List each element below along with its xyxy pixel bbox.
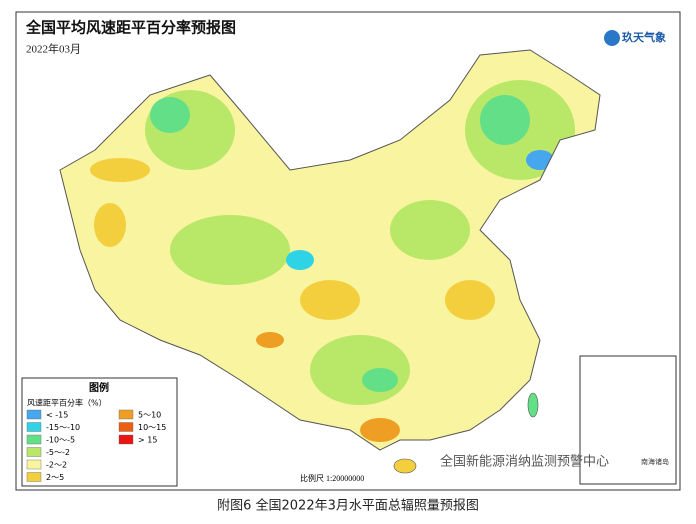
legend-label: -2～2 xyxy=(46,461,67,470)
legend-swatch xyxy=(26,422,42,432)
inset-frame xyxy=(579,355,677,485)
watermark: 全国新能源消纳监测预警中心 xyxy=(440,454,609,470)
country-border xyxy=(59,49,601,451)
figure-caption: 附图6 全国2022年3月水平面总辐照量预报图 xyxy=(217,498,479,514)
legend-subtitle: 风速距平百分率（%） xyxy=(27,398,107,408)
legend-label: 5～10 xyxy=(138,411,161,420)
map-title: 全国平均风速距平百分率预报图 xyxy=(25,19,236,37)
legend-label: < -15 xyxy=(46,411,68,420)
legend-label: -5～-2 xyxy=(46,448,70,457)
logo-icon xyxy=(604,30,620,46)
legend-swatch xyxy=(118,434,134,445)
legend-label: -15～-10 xyxy=(46,423,80,432)
legend-swatch xyxy=(118,409,134,420)
inset-label: 南海诸岛 xyxy=(641,457,669,466)
legend-box xyxy=(21,377,178,487)
map-subtitle: 2022年03月 xyxy=(26,42,81,56)
legend-swatch xyxy=(26,459,42,470)
logo-text: 玖天气象 xyxy=(622,30,666,44)
legend-title: 图例 xyxy=(89,381,109,394)
legend-swatch xyxy=(26,409,42,420)
legend-swatch xyxy=(118,422,134,432)
hainan xyxy=(393,458,417,474)
taiwan xyxy=(527,392,539,418)
legend-label: 10～15 xyxy=(138,423,166,432)
legend-label: 2～5 xyxy=(46,473,64,482)
legend: 图例 风速距平百分率（%） < -15 -15～-10 -10～-5 -5～-2 -2～… xyxy=(21,377,178,487)
legend-swatch xyxy=(26,434,42,445)
legend-swatch xyxy=(26,447,42,457)
legend-label: > 15 xyxy=(138,436,157,445)
legend-label: -10～-5 xyxy=(46,436,75,445)
scale-label: 比例尺 1:20000000 xyxy=(300,473,364,483)
legend-swatch xyxy=(26,472,42,482)
